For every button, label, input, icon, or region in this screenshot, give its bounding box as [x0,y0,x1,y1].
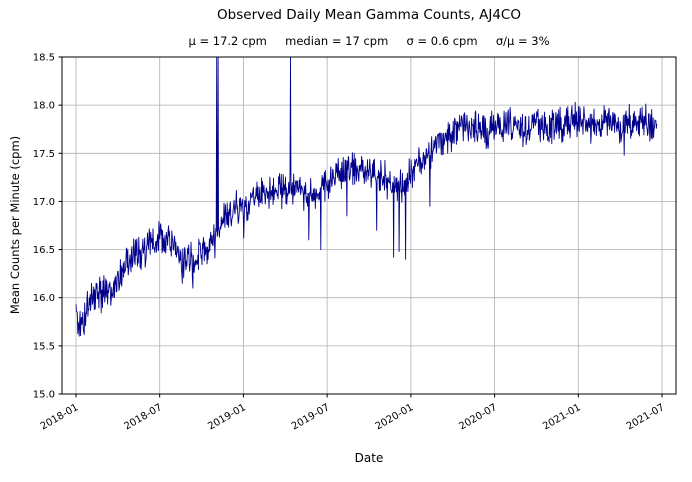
x-tick-label: 2020-01 [374,402,416,432]
x-tick-label: 2019-01 [206,402,248,432]
x-tick-label: 2018-01 [39,402,81,432]
x-tick-label: 2021-07 [625,402,667,432]
x-axis-label: Date [354,451,384,465]
x-tick-label: 2019-07 [290,402,332,432]
y-tick-label: 18.0 [33,101,55,112]
axes-frame [61,56,677,395]
x-tick-label: 2020-07 [457,402,499,432]
y-tick-label: 18.5 [33,53,55,64]
y-tick-label: 16.5 [33,245,55,256]
y-tick-label: 17.5 [33,149,55,160]
data-line [75,56,658,337]
chart-stats-subtitle: μ = 17.2 cpm median = 17 cpm σ = 0.6 cpm… [188,34,550,48]
x-tick-label: 2021-01 [541,402,583,432]
y-tick-label: 15.5 [33,341,55,352]
y-tick-label: 17.0 [33,197,55,208]
y-tick-label: 16.0 [33,293,55,304]
y-tick-label: 15.0 [33,390,55,401]
chart-title: Observed Daily Mean Gamma Counts, AJ4CO [217,7,521,23]
x-tick-label: 2018-07 [122,402,164,432]
